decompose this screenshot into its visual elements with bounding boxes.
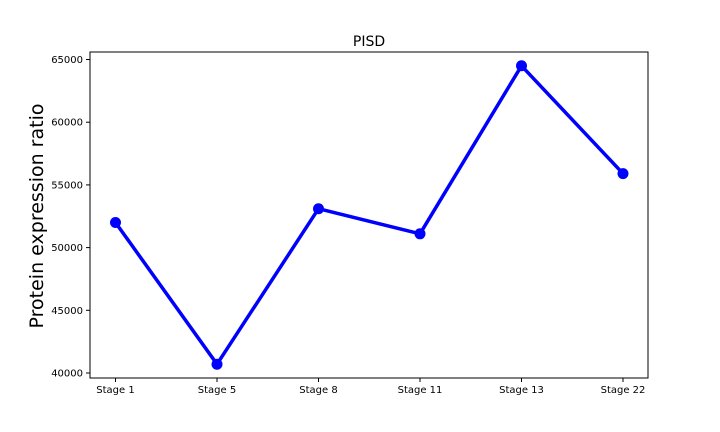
series-line <box>114 64 625 366</box>
x-tick-label: Stage 1 <box>96 385 134 396</box>
x-axis: Stage 1 Stage 5 Stage 8 Stage 11 Stage 13 Sta… <box>96 378 645 396</box>
data-point <box>516 60 527 72</box>
x-tick-label: Stage 8 <box>299 385 337 396</box>
data-point <box>313 203 324 215</box>
y-tick-label: 65000 <box>51 55 83 66</box>
data-point <box>110 217 121 229</box>
y-tick-label: 55000 <box>51 180 83 191</box>
y-tick-label: 40000 <box>51 368 83 379</box>
series-layer <box>110 60 629 370</box>
x-tick-label: Stage 11 <box>398 385 443 396</box>
y-tick-label: 50000 <box>51 243 83 254</box>
y-tick-label: 60000 <box>51 118 83 129</box>
y-axis: 40000 45000 50000 55000 60000 65000 <box>51 55 90 379</box>
x-tick-label: Stage 22 <box>601 385 646 396</box>
x-tick-label: Stage 5 <box>198 385 236 396</box>
chart-title: PISD <box>353 34 385 50</box>
plot-area-frame <box>89 51 649 379</box>
y-axis-label: Protein expression ratio <box>26 104 48 329</box>
x-tick-label: Stage 13 <box>499 385 544 396</box>
data-point <box>414 228 426 240</box>
data-point <box>211 358 223 370</box>
data-point <box>617 168 629 180</box>
y-tick-label: 45000 <box>51 306 83 317</box>
